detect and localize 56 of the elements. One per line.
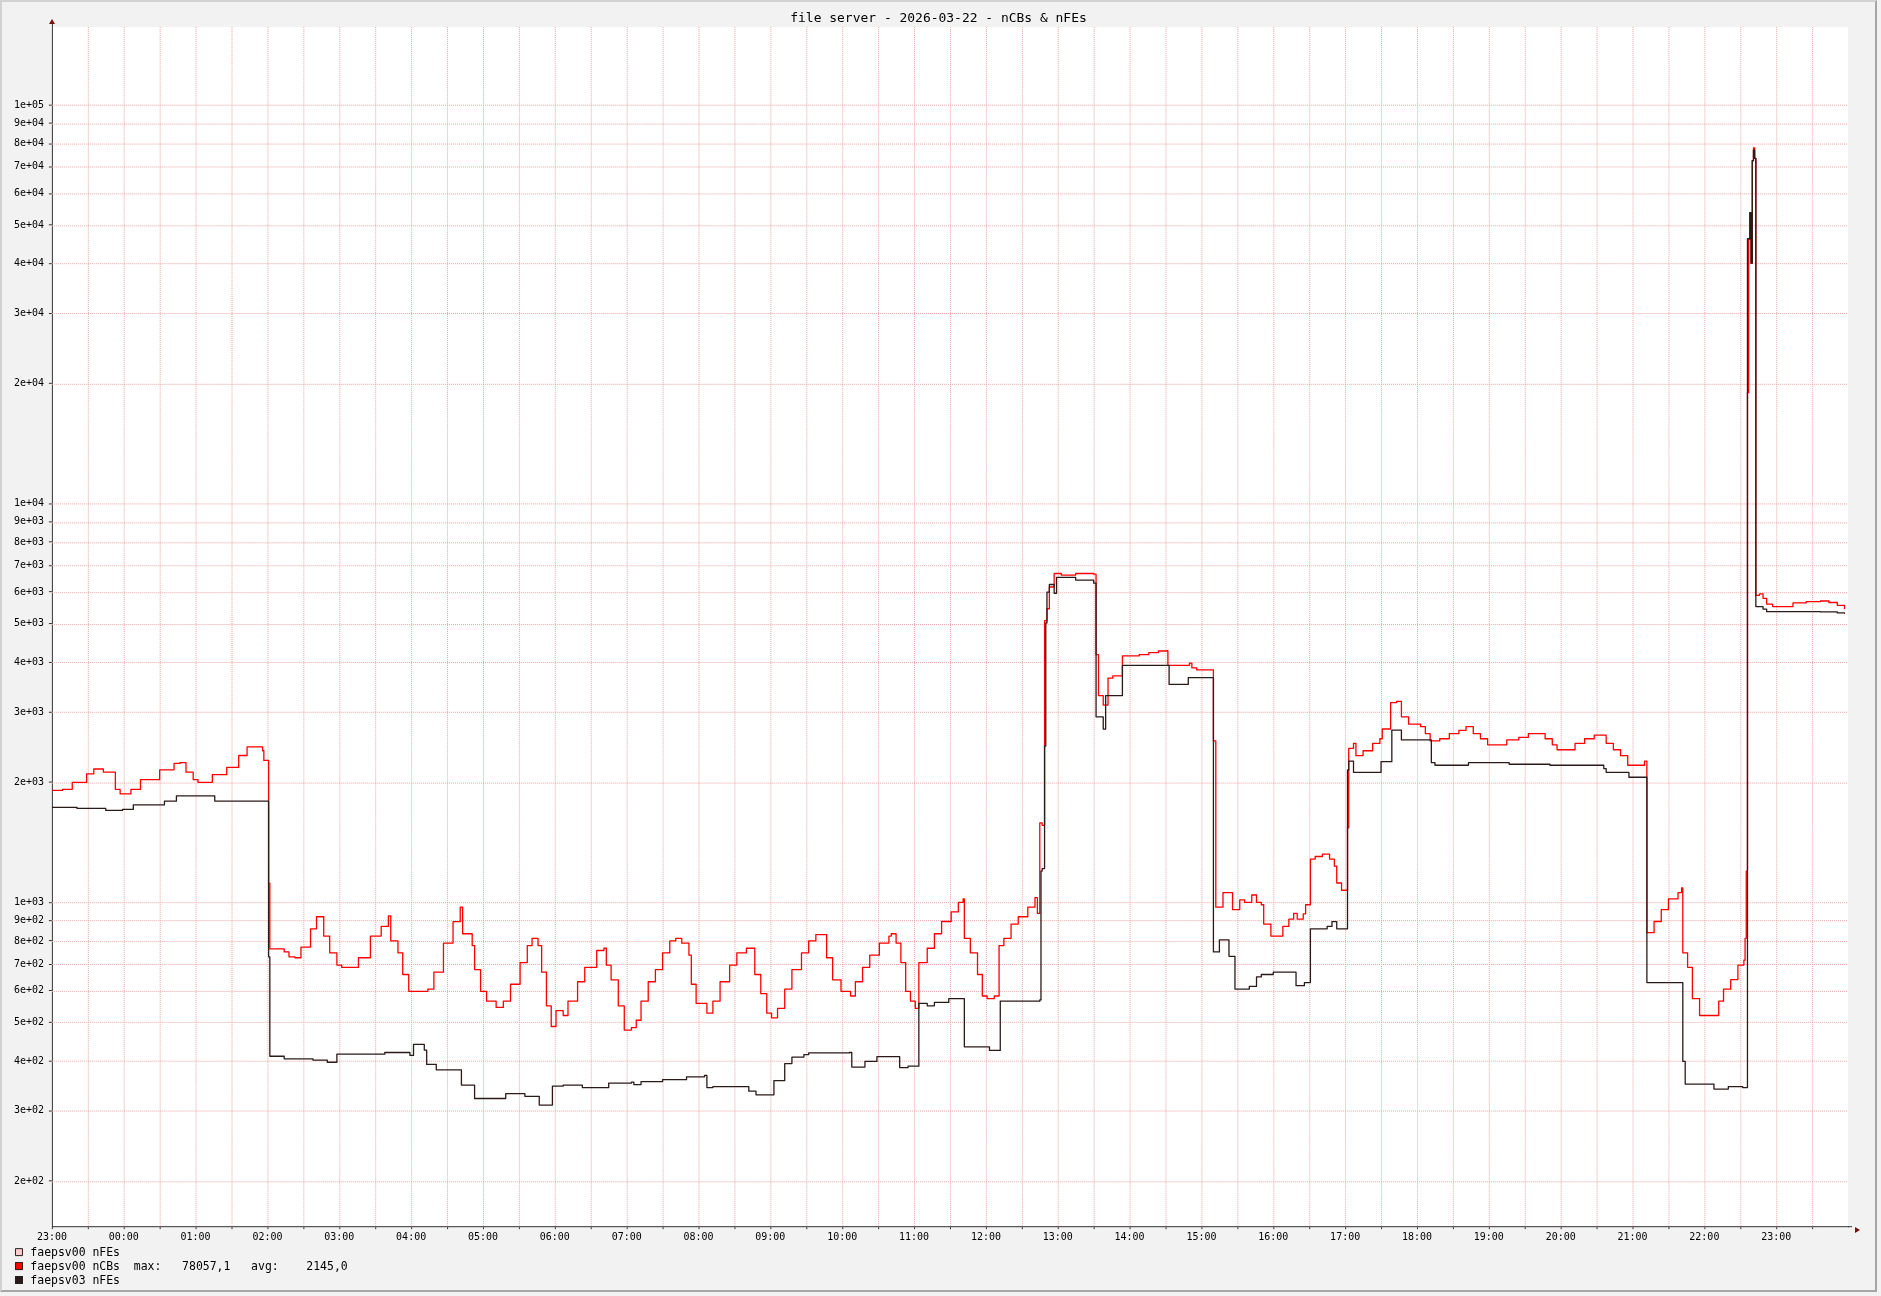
x-tick-label: 19:00 bbox=[1473, 1230, 1504, 1242]
y-tick-label: 9e+02 bbox=[13, 914, 44, 926]
x-tick-label: 05:00 bbox=[467, 1230, 498, 1242]
y-tick-label: 9e+03 bbox=[13, 515, 44, 527]
y-tick-label: 5e+04 bbox=[13, 218, 44, 230]
y-tick-label: 2e+02 bbox=[13, 1174, 44, 1186]
y-tick-label: 2e+04 bbox=[13, 377, 44, 389]
y-tick-label: 4e+03 bbox=[13, 655, 44, 667]
legend-label: faepsv03 nFEs bbox=[30, 1272, 121, 1287]
x-tick-label: 21:00 bbox=[1617, 1230, 1648, 1242]
y-tick-label: 8e+04 bbox=[13, 137, 44, 149]
y-tick-label: 1e+04 bbox=[13, 497, 44, 509]
x-tick-label: 06:00 bbox=[539, 1230, 570, 1242]
y-tick-label: 4e+02 bbox=[13, 1054, 44, 1066]
x-tick-label: 23:00 bbox=[1761, 1230, 1792, 1242]
y-tick-label: 7e+04 bbox=[13, 160, 44, 172]
x-tick-label: 23:00 bbox=[36, 1230, 67, 1242]
y-tick-label: 5e+02 bbox=[13, 1015, 44, 1027]
x-tick-label: 16:00 bbox=[1258, 1230, 1289, 1242]
x-tick-label: 09:00 bbox=[755, 1230, 786, 1242]
legend-label: faepsv00 nCBs max: 78057,1 avg: 2145,0 bbox=[30, 1258, 348, 1273]
y-tick-label: 6e+02 bbox=[13, 984, 44, 996]
x-tick-label: 13:00 bbox=[1042, 1230, 1073, 1242]
x-tick-label: 03:00 bbox=[324, 1230, 355, 1242]
legend-label: faepsv00 nFEs bbox=[30, 1244, 121, 1259]
y-tick-label: 1e+03 bbox=[13, 895, 44, 907]
y-tick-label: 8e+03 bbox=[13, 535, 44, 547]
x-tick-label: 18:00 bbox=[1401, 1230, 1432, 1242]
y-tick-label: 3e+02 bbox=[13, 1104, 44, 1116]
x-tick-label: 00:00 bbox=[108, 1230, 139, 1242]
y-tick-label: 7e+02 bbox=[13, 957, 44, 969]
y-tick-label: 4e+04 bbox=[13, 257, 44, 269]
x-tick-label: 08:00 bbox=[683, 1230, 714, 1242]
x-tick-label: 10:00 bbox=[827, 1230, 858, 1242]
y-tick-label: 8e+02 bbox=[13, 934, 44, 946]
y-tick-label: 6e+04 bbox=[13, 187, 44, 199]
y-tick-label: 7e+03 bbox=[13, 559, 44, 570]
x-tick-label: 17:00 bbox=[1330, 1230, 1361, 1242]
chart-title: file server - 2026-03-22 - nCBs & nFEs bbox=[790, 10, 1087, 26]
x-tick-label: 12:00 bbox=[970, 1230, 1001, 1242]
y-tick-label: 1e+05 bbox=[13, 98, 44, 110]
x-tick-label: 04:00 bbox=[396, 1230, 427, 1242]
x-tick-label: 01:00 bbox=[180, 1230, 211, 1242]
x-tick-label: 14:00 bbox=[1114, 1230, 1145, 1242]
x-tick-label: 20:00 bbox=[1545, 1230, 1576, 1242]
y-tick-label: 3e+04 bbox=[13, 307, 44, 319]
y-tick-label: 6e+03 bbox=[13, 585, 44, 597]
x-tick-label: 15:00 bbox=[1186, 1230, 1217, 1242]
y-tick-label: 3e+03 bbox=[13, 705, 44, 717]
y-tick-label: 9e+04 bbox=[13, 116, 44, 128]
x-tick-label: 22:00 bbox=[1689, 1230, 1720, 1242]
x-tick-label: 02:00 bbox=[252, 1230, 283, 1242]
y-tick-label: 2e+03 bbox=[13, 775, 44, 787]
y-tick-label: 5e+03 bbox=[13, 617, 44, 629]
x-tick-label: 07:00 bbox=[611, 1230, 642, 1242]
x-tick-label: 11:00 bbox=[899, 1230, 930, 1242]
